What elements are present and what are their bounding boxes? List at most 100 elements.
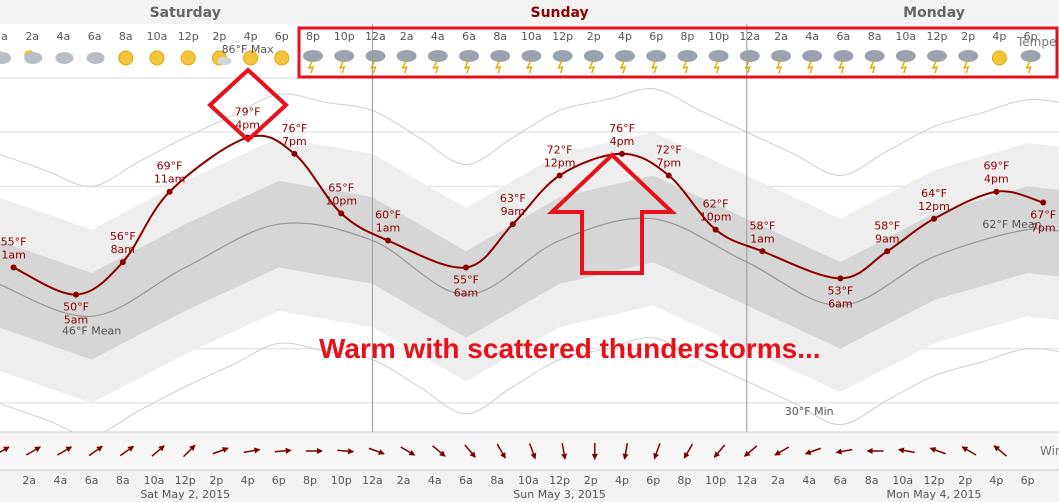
cloud-shape <box>55 52 74 64</box>
bottom-hour-label: 10a <box>144 474 165 487</box>
bolt-shape <box>338 60 346 74</box>
cloud-shape <box>895 50 916 62</box>
wind-arrow <box>683 443 694 459</box>
wind-arrow-head <box>500 452 506 459</box>
time-label: 4pm <box>235 119 260 132</box>
temperature-point <box>509 221 516 228</box>
wind-arrow <box>88 445 103 457</box>
cloud-shape <box>739 50 760 62</box>
time-label: 1am <box>376 221 400 234</box>
top-hour-label: 2a <box>0 30 8 43</box>
up-arrow-annotation <box>546 152 678 275</box>
top-hour-label: 12a <box>739 30 760 43</box>
bottom-hour-label: 12p <box>549 474 570 487</box>
temperature-point <box>10 264 17 271</box>
bolt-shape <box>900 60 907 74</box>
wind-arrow <box>274 447 292 454</box>
temperature-label: 67°F <box>1030 209 1056 222</box>
top-hour-label: 4p <box>244 30 258 43</box>
wind-arrows-row[interactable] <box>0 442 1008 460</box>
thunderstorm-icon <box>303 50 323 74</box>
bottom-hour-label: 2p <box>584 474 598 487</box>
temperature-label: 53°F <box>827 284 853 297</box>
bolt-shape <box>526 60 533 74</box>
wind-arrow-head <box>254 447 261 454</box>
sunny-icon <box>991 50 1007 66</box>
sun-shape <box>243 50 259 66</box>
wind-arrow <box>774 446 790 456</box>
temperature-point <box>73 291 79 298</box>
cloud-shape <box>427 50 448 62</box>
thunderstorm-icon <box>927 50 947 74</box>
bolt-shape <box>432 60 439 74</box>
wind-arrow-head <box>158 445 165 452</box>
thunderstorm-highlight-box <box>297 26 1059 79</box>
temperature-point <box>385 237 391 244</box>
wind-arrow-head <box>804 449 812 455</box>
top-hour-label: 6a <box>462 30 476 43</box>
cloud-shape <box>864 50 885 62</box>
top-hour-label: 4a <box>431 30 445 43</box>
top-hour-label: 12a <box>365 30 386 43</box>
wind-arrow-head <box>127 445 135 452</box>
wind-arrow-head <box>222 447 229 453</box>
top-hour-label: 12p <box>178 30 199 43</box>
thunderstorm-icon <box>521 50 542 74</box>
time-label: 6am <box>454 287 478 300</box>
bottom-hour-label: 8a <box>865 474 879 487</box>
wind-arrow <box>591 443 598 460</box>
annotation-text: Warm with scattered thunderstorms... <box>319 333 821 364</box>
wind-arrow <box>25 446 41 456</box>
time-label: 10pm <box>700 211 732 224</box>
bolt-shape <box>619 60 627 74</box>
wind-arrow-head <box>591 454 598 460</box>
top-hour-label: 8a <box>868 30 882 43</box>
time-label: 1am <box>750 232 774 245</box>
wind-arrow-head <box>929 447 937 453</box>
sun-shape <box>991 50 1007 66</box>
wind-arrow <box>496 443 506 459</box>
bottom-hour-label: 8a <box>490 474 504 487</box>
wind-arrow <box>653 443 661 460</box>
temperature-label: 56°F <box>110 230 136 243</box>
record-max-label: 86°F Max <box>222 43 275 56</box>
wind-arrow-head <box>34 446 41 453</box>
wind-arrow-head <box>961 446 969 453</box>
top-hour-label: 6a <box>88 30 102 43</box>
mean-labels: 46°F Mean 62°F Mean <box>62 218 1042 337</box>
bottom-date-label: Sat May 2, 2015 <box>140 488 230 501</box>
cloudy-icon <box>55 52 74 64</box>
top-hour-label: 6p <box>1024 30 1038 43</box>
wind-arrow <box>151 445 165 457</box>
top-hour-label: 8p <box>306 30 320 43</box>
record-min-label: 30°F Min <box>785 405 834 418</box>
bottom-hour-label: 4a <box>428 474 442 487</box>
time-label: 4pm <box>610 135 635 148</box>
record-low-line <box>0 337 1059 436</box>
wind-arrow-head <box>622 453 629 460</box>
red-annotations: Warm with scattered thunderstorms... <box>207 26 1059 364</box>
bolt-shape <box>494 60 502 74</box>
wind-arrow <box>432 445 446 457</box>
partly-cloudy-icon <box>0 50 11 64</box>
bolt-shape <box>557 60 564 74</box>
bottom-hour-label: 8a <box>116 474 130 487</box>
day-dividers <box>371 24 748 470</box>
temperature-point <box>712 226 719 233</box>
temperature-point <box>119 259 126 266</box>
cloud-shape <box>459 50 479 62</box>
wind-arrow-head <box>835 448 842 455</box>
bottom-hour-label: 8p <box>677 474 691 487</box>
bolt-shape <box>1025 60 1032 74</box>
wind-arrow <box>306 448 323 454</box>
hourly-icons-row[interactable]: 2a 2a 4a 6a 8a 10a 12p 2p 4p 6p 8p 10p 12a 2a 4a 6a 8a 10… <box>0 30 1041 74</box>
wind-arrow <box>243 447 261 454</box>
thunderstorm-icon <box>1020 50 1041 74</box>
bolt-shape <box>775 60 783 74</box>
thunderstorm-icon <box>552 50 573 74</box>
sun-shape <box>149 50 165 66</box>
wind-arrow-head <box>96 445 103 452</box>
bottom-hour-label: 12a <box>362 474 383 487</box>
